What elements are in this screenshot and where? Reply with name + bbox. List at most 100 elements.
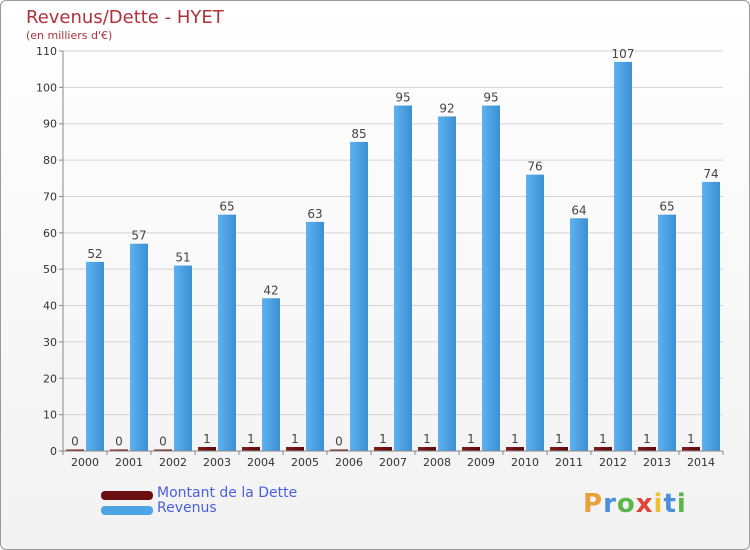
data-label-revenus: 65 <box>219 200 234 214</box>
logo-letter: x <box>635 489 654 519</box>
chart-subtitle: (en milliers d'€) <box>26 29 113 42</box>
data-label-revenus: 95 <box>395 91 410 105</box>
bar-dette <box>66 449 84 451</box>
bar-revenus <box>350 141 368 451</box>
y-tick-label: 10 <box>43 409 57 422</box>
data-label-dette: 1 <box>511 432 519 446</box>
data-label-dette: 1 <box>379 432 387 446</box>
y-tick-label: 30 <box>43 336 57 349</box>
bar-dette <box>374 447 392 451</box>
bar-dette <box>110 449 128 451</box>
x-tick-label: 2012 <box>599 456 627 469</box>
bars-layer <box>66 61 720 452</box>
bar-revenus <box>702 181 720 451</box>
legend-label-revenus: Revenus <box>157 500 217 516</box>
x-tick-label: 2005 <box>291 456 319 469</box>
y-tick-label: 20 <box>43 372 57 385</box>
bar-revenus <box>614 61 632 452</box>
bar-revenus <box>262 298 280 451</box>
data-label-revenus: 85 <box>351 127 366 141</box>
x-tick-label: 2013 <box>643 456 671 469</box>
y-tick-label: 40 <box>43 300 57 313</box>
bar-dette <box>638 447 656 451</box>
bar-revenus <box>394 105 412 451</box>
x-tick-label: 2007 <box>379 456 407 469</box>
data-label-dette: 0 <box>71 435 79 449</box>
legend-label-dette: Montant de la Dette <box>157 485 298 501</box>
data-label-dette: 0 <box>115 435 123 449</box>
chart-title: Revenus/Dette - HYET <box>26 7 224 28</box>
data-label-revenus: 51 <box>175 251 190 265</box>
y-tick-label: 60 <box>43 227 57 240</box>
y-tick-label: 90 <box>43 118 57 131</box>
legend-swatch-revenus <box>101 506 153 515</box>
data-label-revenus: 42 <box>263 283 278 297</box>
data-label-dette: 1 <box>643 432 651 446</box>
x-tick-label: 2001 <box>115 456 143 469</box>
x-tick-label: 2003 <box>203 456 231 469</box>
data-label-revenus: 76 <box>527 160 542 174</box>
data-label-dette: 0 <box>159 435 167 449</box>
bar-revenus <box>526 174 544 452</box>
bar-dette <box>506 447 524 451</box>
bar-revenus <box>174 265 192 451</box>
bar-revenus <box>438 116 456 452</box>
y-tick-label: 50 <box>43 263 57 276</box>
data-label-dette: 0 <box>335 435 343 449</box>
bar-revenus <box>570 218 588 451</box>
grid-layer <box>63 50 723 416</box>
x-tick-label: 2009 <box>467 456 495 469</box>
data-label-revenus: 74 <box>703 167 718 181</box>
proxiti-logo: Proxiti <box>583 489 687 519</box>
bar-revenus <box>306 221 324 451</box>
bar-dette <box>198 447 216 451</box>
data-label-revenus: 64 <box>571 203 586 217</box>
logo-letter: t <box>663 489 677 519</box>
x-tick-label: 2008 <box>423 456 451 469</box>
data-label-dette: 1 <box>687 432 695 446</box>
bar-revenus <box>218 214 236 451</box>
data-label-revenus: 52 <box>87 247 102 261</box>
x-tick-label: 2000 <box>71 456 99 469</box>
bar-dette <box>242 447 260 451</box>
x-tick-label: 2011 <box>555 456 583 469</box>
logo-letter: i <box>676 489 687 519</box>
bar-revenus <box>658 214 676 451</box>
y-tick-label: 110 <box>36 45 57 58</box>
data-label-revenus: 57 <box>131 229 146 243</box>
bar-dette <box>286 447 304 451</box>
bar-dette <box>462 447 480 451</box>
legend-swatch-dette <box>101 491 153 500</box>
bar-revenus <box>86 261 104 451</box>
data-label-dette: 1 <box>291 432 299 446</box>
x-tick-label: 2014 <box>687 456 715 469</box>
x-tick-label: 2006 <box>335 456 363 469</box>
bar-dette <box>330 449 348 451</box>
logo-letter: r <box>603 489 617 519</box>
data-label-revenus: 92 <box>439 101 454 115</box>
bar-revenus <box>130 243 148 451</box>
labels-layer: 0 52 2000 0 57 2001 0 51 2002 1 65 2003 1 42 2004 1 63 20… <box>71 47 719 469</box>
logo-letter: i <box>653 489 664 519</box>
data-label-dette: 1 <box>599 432 607 446</box>
y-tick-label: 80 <box>43 154 57 167</box>
y-tick-label: 70 <box>43 190 57 203</box>
data-label-revenus: 107 <box>612 47 635 61</box>
data-label-dette: 1 <box>203 432 211 446</box>
bar-dette <box>154 449 172 451</box>
data-label-revenus: 65 <box>659 200 674 214</box>
logo-letter: o <box>616 489 636 519</box>
y-tick-label: 0 <box>50 445 57 458</box>
data-label-dette: 1 <box>467 432 475 446</box>
x-tick-label: 2002 <box>159 456 187 469</box>
bar-dette <box>550 447 568 451</box>
data-label-dette: 1 <box>423 432 431 446</box>
bar-dette <box>418 447 436 451</box>
bar-dette <box>682 447 700 451</box>
bar-revenus <box>482 105 500 451</box>
data-label-revenus: 95 <box>483 91 498 105</box>
y-tick-label: 100 <box>36 81 57 94</box>
